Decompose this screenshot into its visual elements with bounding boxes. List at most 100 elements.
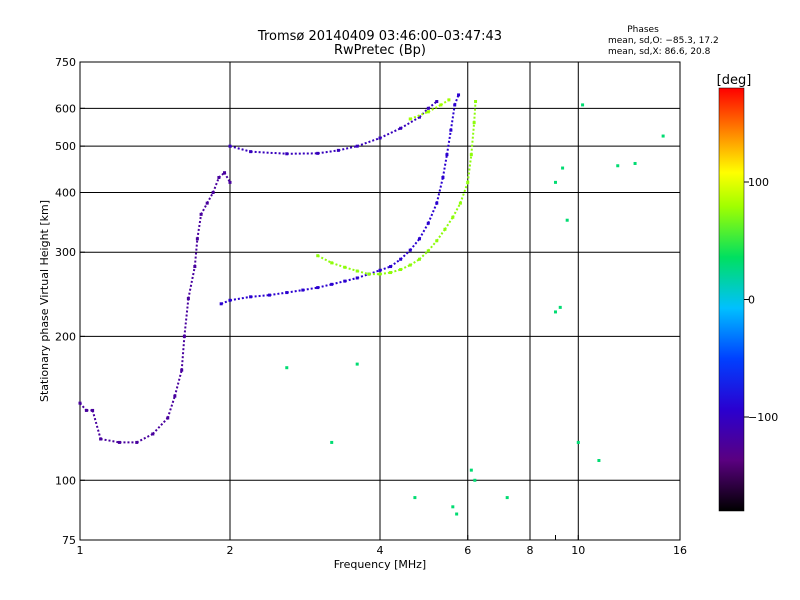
x-axis-label: Frequency [MHz] bbox=[334, 558, 426, 571]
trace-segment bbox=[173, 369, 183, 397]
trace-segment bbox=[317, 283, 332, 289]
trace-segment bbox=[473, 101, 477, 123]
y-tick-label: 600 bbox=[55, 102, 76, 115]
trace-segment bbox=[427, 100, 438, 110]
trace-segment bbox=[338, 145, 358, 152]
data-point bbox=[457, 93, 461, 97]
trace-segment bbox=[400, 264, 411, 271]
data-point bbox=[413, 496, 417, 500]
trace-segment bbox=[427, 202, 438, 224]
x-tick-label: 6 bbox=[464, 544, 471, 557]
trace-segment bbox=[220, 299, 231, 305]
colorbar-tick-label: −100 bbox=[748, 411, 778, 424]
data-point bbox=[355, 362, 359, 366]
trace-segment bbox=[193, 238, 199, 267]
trace-segment bbox=[344, 276, 358, 283]
trace-segment bbox=[250, 150, 287, 155]
trace-segment bbox=[269, 291, 287, 297]
trace-segment bbox=[100, 438, 120, 444]
data-point bbox=[469, 468, 473, 472]
stats-line-x: mean, sd,X: 86.6, 20.8 bbox=[608, 47, 711, 57]
trace-segment bbox=[166, 395, 176, 419]
trace-segment bbox=[331, 261, 346, 269]
data-point bbox=[553, 180, 557, 184]
trace-segment bbox=[470, 122, 476, 155]
trace-segment bbox=[390, 268, 401, 274]
y-axis-label: Stationary phase Virtual Height [km] bbox=[38, 200, 51, 402]
colorbar bbox=[718, 87, 745, 512]
stats-header: Phases bbox=[627, 25, 659, 35]
trace-segment bbox=[344, 266, 358, 272]
data-point bbox=[553, 310, 557, 314]
data-point bbox=[661, 134, 665, 138]
trace-segment bbox=[379, 127, 402, 139]
trace-segment bbox=[356, 137, 381, 148]
trace-segment bbox=[187, 266, 196, 299]
data-point bbox=[558, 305, 562, 309]
y-tick-label: 300 bbox=[55, 246, 76, 259]
trace-segment bbox=[91, 410, 102, 440]
trace-segment bbox=[449, 104, 456, 131]
trace-segment bbox=[152, 417, 169, 435]
y-axis: 75 100 200 300 400 500 600 750 bbox=[55, 56, 85, 547]
trace-segment bbox=[356, 273, 370, 279]
data-point bbox=[399, 126, 403, 130]
data-point bbox=[316, 254, 320, 258]
data-point bbox=[597, 458, 601, 462]
trace-segment bbox=[440, 99, 450, 106]
data-point bbox=[561, 166, 565, 170]
trace-segment bbox=[229, 145, 251, 153]
chart-subtitle: RwPretec (Bp) bbox=[334, 43, 426, 58]
trace-segment bbox=[451, 202, 462, 218]
colorbar-tick-label: 0 bbox=[748, 294, 755, 307]
trace-segment bbox=[200, 202, 209, 215]
x-tick-label: 8 bbox=[527, 544, 534, 557]
x-axis: 1 2 4 6 8 10 16 bbox=[77, 535, 687, 557]
trace-segment bbox=[218, 171, 226, 179]
colorbar-tick-label: 100 bbox=[748, 176, 769, 189]
trace-segment bbox=[379, 265, 391, 272]
trace-segment bbox=[196, 214, 203, 239]
data-point bbox=[228, 180, 232, 184]
data-point bbox=[285, 366, 289, 370]
grid bbox=[80, 62, 680, 540]
data-point bbox=[505, 496, 509, 500]
data-point bbox=[455, 512, 459, 516]
trace-segment bbox=[444, 216, 454, 230]
trace-segment bbox=[180, 336, 186, 371]
trace-segment bbox=[317, 254, 333, 264]
trace-segment bbox=[356, 270, 370, 276]
data-point bbox=[473, 478, 477, 482]
trace-segment bbox=[206, 192, 215, 204]
trace-segment bbox=[435, 228, 446, 242]
trace-segment bbox=[229, 295, 251, 302]
trace-segment bbox=[79, 402, 88, 412]
stats-line-o: mean, sd,O: −85.3, 17.2 bbox=[608, 36, 719, 46]
colorbar-ticks: 100 0 −100 bbox=[744, 176, 778, 424]
y-tick-label: 100 bbox=[55, 474, 76, 487]
y-tick-label: 200 bbox=[55, 330, 76, 343]
trace-segment bbox=[286, 289, 303, 294]
trace-segment bbox=[302, 286, 318, 292]
x-tick-label: 10 bbox=[571, 544, 585, 557]
trace-segment bbox=[427, 240, 438, 252]
y-tick-label: 400 bbox=[55, 186, 76, 199]
trace-segment bbox=[466, 154, 473, 183]
data-point bbox=[633, 161, 637, 165]
trace-segment bbox=[445, 130, 452, 155]
y-tick-label: 500 bbox=[55, 140, 76, 153]
trace-segment bbox=[409, 110, 429, 120]
data-point bbox=[616, 164, 620, 168]
data-point bbox=[576, 440, 580, 444]
data-point bbox=[330, 440, 334, 444]
data-point bbox=[435, 100, 439, 104]
data-point bbox=[565, 218, 569, 222]
trace-segment bbox=[183, 298, 190, 337]
x-tick-label: 2 bbox=[227, 544, 234, 557]
trace-segment bbox=[331, 280, 346, 286]
trace-segment bbox=[136, 433, 154, 444]
trace-segment bbox=[453, 94, 460, 106]
trace-segment bbox=[223, 172, 231, 183]
x-tick-label: 1 bbox=[77, 544, 84, 557]
